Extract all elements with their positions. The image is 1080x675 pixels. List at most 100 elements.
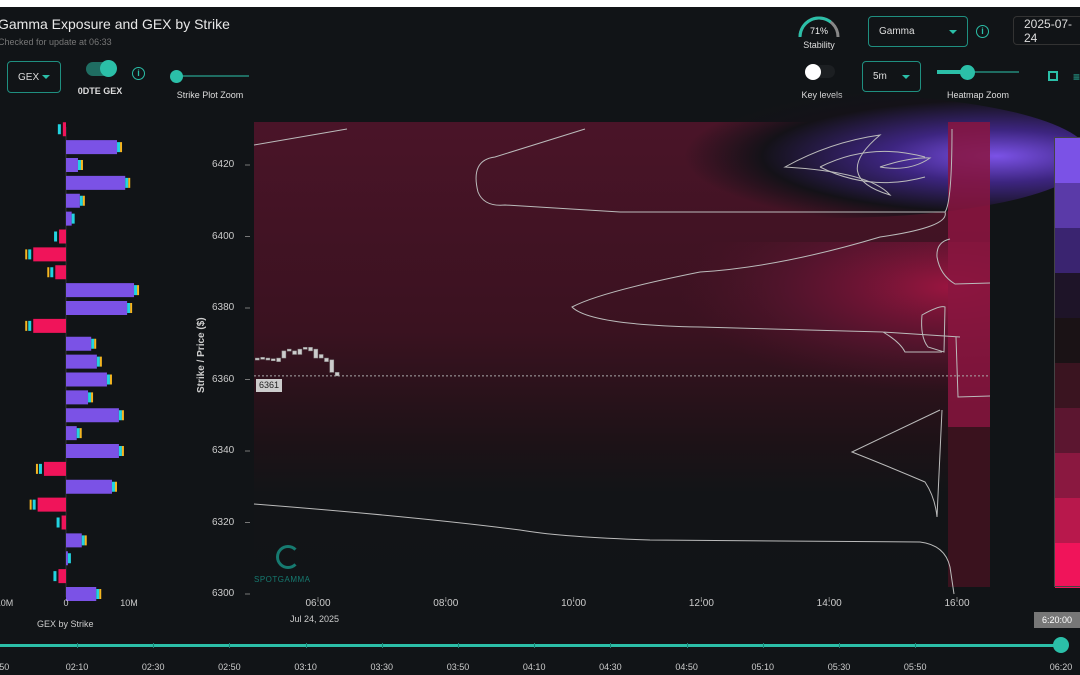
gex-bar-marker xyxy=(38,463,42,474)
timeline-tick[interactable]: 05:10 xyxy=(751,662,775,672)
gex-bar[interactable] xyxy=(58,569,66,584)
timeline-tick[interactable]: 03:10 xyxy=(294,662,317,672)
timeline-handle[interactable] xyxy=(1053,637,1069,653)
metric-select[interactable]: Gamma xyxy=(868,16,968,47)
menu-icon[interactable]: ≡ xyxy=(1073,70,1080,84)
info-icon[interactable]: i xyxy=(976,25,989,38)
timeline-tick[interactable]: 03:30 xyxy=(370,662,394,672)
gex-bar-marker xyxy=(56,517,60,528)
gex-bar[interactable] xyxy=(66,354,97,369)
gex-bar[interactable] xyxy=(66,283,135,298)
gex-bar[interactable] xyxy=(66,390,89,405)
timeline-tooltip: 6:20:00 xyxy=(1034,612,1080,628)
candle xyxy=(324,357,329,362)
info-icon[interactable]: i xyxy=(132,67,145,80)
metric-select-value: Gamma xyxy=(879,26,915,37)
gex-x-tick: 0 xyxy=(63,598,69,608)
gex-bar-marker xyxy=(125,177,129,188)
gex-bar[interactable] xyxy=(62,122,66,137)
candle xyxy=(265,357,271,361)
timeline-tick[interactable]: 02:10 xyxy=(65,662,89,672)
gex-x-tick: -10M xyxy=(0,598,14,608)
timeline-tick[interactable]: 06:20 xyxy=(1049,662,1073,672)
timeline-tick[interactable]: 05:50 xyxy=(903,662,927,672)
gex-bar-marker xyxy=(120,142,123,153)
gex-bar[interactable] xyxy=(66,587,97,601)
gex-bar[interactable] xyxy=(66,533,82,548)
gex-bar-marker xyxy=(96,356,100,367)
odte-label: 0DTE GEX xyxy=(77,86,123,96)
gex-bar[interactable] xyxy=(59,229,66,244)
gex-bar[interactable] xyxy=(66,336,92,351)
timeline-tick-mark xyxy=(610,643,612,648)
heatmap-expiry-band-low xyxy=(948,427,990,587)
date-picker[interactable]: 2025-07-24 xyxy=(1013,16,1080,45)
timeline-tick[interactable]: 02:30 xyxy=(141,662,165,672)
y-tick-label: 6320 xyxy=(212,516,235,528)
colorbar-segment xyxy=(1055,408,1080,453)
gex-bar[interactable] xyxy=(66,408,119,423)
timeline-track[interactable] xyxy=(0,644,1062,647)
gex-bar-marker xyxy=(84,535,87,546)
timeline-tick[interactable]: 02:50 xyxy=(218,662,241,672)
gex-bar[interactable] xyxy=(66,372,107,387)
gex-bar[interactable] xyxy=(66,444,119,458)
gex-bar-marker xyxy=(67,553,71,564)
heatmap-zoom-label: Heatmap Zoom xyxy=(946,90,1010,100)
slider-thumb[interactable] xyxy=(960,65,975,80)
gex-bar[interactable] xyxy=(66,301,128,315)
gex-bar[interactable] xyxy=(66,551,68,566)
gex-bar[interactable] xyxy=(55,265,66,280)
colorbar-segment xyxy=(1055,453,1080,498)
timeline-tick[interactable]: 03:50 xyxy=(446,662,470,672)
x-tick-label: 06:00 xyxy=(305,598,331,609)
gex-bar-marker xyxy=(117,142,121,153)
candle xyxy=(334,372,340,377)
timeline-tick-mark xyxy=(458,643,459,648)
heatmap-zoom-slider[interactable] xyxy=(937,65,1019,80)
interval-select[interactable]: 5m xyxy=(862,61,921,92)
gex-bar-marker xyxy=(127,303,131,313)
gex-bar[interactable] xyxy=(33,318,66,333)
timeline-tick[interactable]: 04:30 xyxy=(599,662,622,672)
gex-bar[interactable] xyxy=(43,461,66,476)
gex-bar[interactable] xyxy=(66,211,72,226)
timeline-tick[interactable]: 01:50 xyxy=(0,662,10,672)
timeline-tick[interactable]: 05:30 xyxy=(827,662,851,672)
colorbar-segment xyxy=(1055,498,1080,543)
spotgamma-logo-icon xyxy=(276,545,300,569)
watermark: SPOTGAMMA xyxy=(254,575,311,584)
x-tick-label: 08:00 xyxy=(433,598,459,609)
candle xyxy=(302,347,308,350)
gex-bar[interactable] xyxy=(66,193,80,208)
strike-zoom-slider[interactable] xyxy=(170,70,250,83)
candle xyxy=(286,348,292,352)
x-tick-label: 16:00 xyxy=(944,598,970,609)
timeline-tick[interactable]: 04:50 xyxy=(675,662,698,672)
colorbar-segment xyxy=(1055,228,1080,273)
gex-bar-marker xyxy=(96,589,100,599)
gex-bar[interactable] xyxy=(66,158,78,172)
gex-bar[interactable] xyxy=(37,497,66,512)
key-levels-toggle[interactable] xyxy=(805,64,835,80)
colorbar xyxy=(1055,138,1080,588)
gex-bar[interactable] xyxy=(61,515,66,530)
timeline-tick-mark xyxy=(762,643,764,648)
gex-bar-marker xyxy=(76,428,80,439)
gex-bar[interactable] xyxy=(66,479,112,494)
gex-bar[interactable] xyxy=(33,247,66,262)
colorbar-segment xyxy=(1055,318,1080,363)
gex-bar[interactable] xyxy=(66,175,126,190)
slider-thumb[interactable] xyxy=(170,70,183,83)
x-axis-date: Jul 24, 2025 xyxy=(290,614,340,624)
odte-toggle[interactable] xyxy=(86,60,117,77)
candle xyxy=(271,358,276,362)
gex-select[interactable]: GEX xyxy=(7,61,61,93)
gex-bar-marker xyxy=(137,285,140,296)
fullscreen-icon[interactable] xyxy=(1048,71,1058,81)
timeline-tick[interactable]: 04:10 xyxy=(522,662,546,672)
gex-bar[interactable] xyxy=(66,140,118,155)
candle xyxy=(313,348,319,359)
gex-bar[interactable] xyxy=(66,426,77,441)
heatmap-negative-region xyxy=(570,94,1080,218)
